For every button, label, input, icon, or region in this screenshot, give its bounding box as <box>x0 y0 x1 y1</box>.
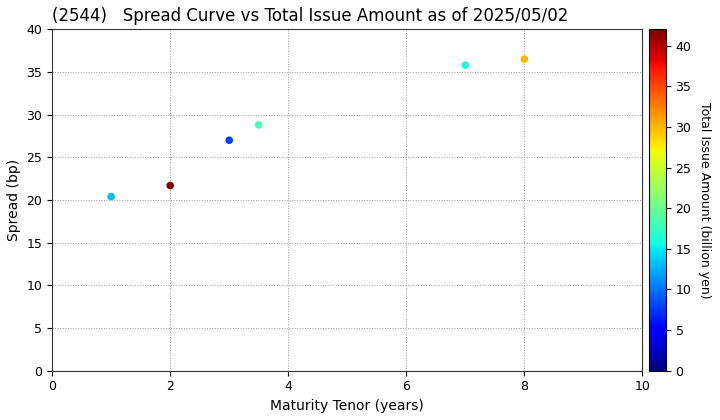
X-axis label: Maturity Tenor (years): Maturity Tenor (years) <box>271 399 424 413</box>
Point <box>223 137 235 144</box>
Y-axis label: Spread (bp): Spread (bp) <box>7 159 21 241</box>
Point <box>164 182 176 189</box>
Y-axis label: Total Issue Amount (billion yen): Total Issue Amount (billion yen) <box>698 102 711 298</box>
Point <box>459 62 471 68</box>
Point <box>105 193 117 200</box>
Point <box>253 121 264 128</box>
Text: (2544)   Spread Curve vs Total Issue Amount as of 2025/05/02: (2544) Spread Curve vs Total Issue Amoun… <box>52 7 569 25</box>
Point <box>518 56 530 63</box>
